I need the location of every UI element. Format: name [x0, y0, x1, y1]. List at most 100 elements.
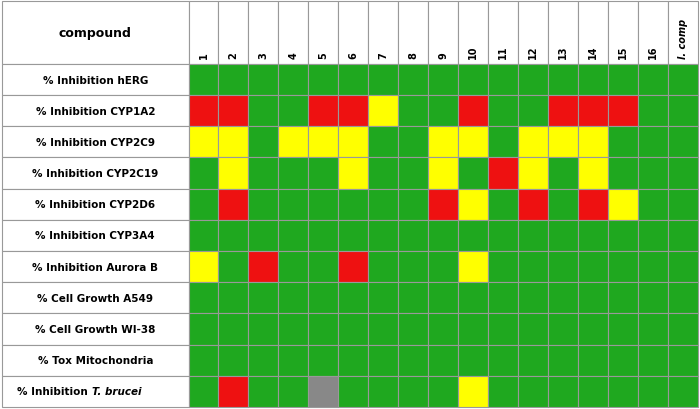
Bar	[309, 220, 338, 252]
Bar	[338, 65, 368, 96]
Bar	[188, 189, 218, 220]
Bar	[398, 252, 428, 283]
Text: % Tox Mitochondria: % Tox Mitochondria	[38, 355, 153, 365]
Bar	[458, 158, 488, 189]
Bar	[518, 283, 548, 314]
Bar	[248, 252, 279, 283]
Bar	[638, 376, 668, 407]
Text: compound: compound	[59, 27, 132, 40]
Bar	[488, 127, 518, 158]
Text: 9: 9	[438, 52, 448, 58]
Text: 5: 5	[318, 52, 328, 58]
Text: % Inhibition CYP2D6: % Inhibition CYP2D6	[35, 200, 155, 210]
Bar	[309, 96, 338, 127]
Bar	[518, 2, 548, 65]
Bar	[188, 96, 218, 127]
Bar	[638, 314, 668, 345]
Bar	[548, 283, 578, 314]
Text: % Inhibition CYP1A2: % Inhibition CYP1A2	[36, 106, 155, 117]
Bar	[309, 2, 338, 65]
Text: 2: 2	[228, 52, 239, 58]
Bar	[518, 127, 548, 158]
Bar	[338, 345, 368, 376]
Bar	[668, 376, 698, 407]
Text: % Inhibition CYP2C9: % Inhibition CYP2C9	[36, 137, 155, 148]
Bar	[188, 283, 218, 314]
Bar	[218, 65, 248, 96]
Bar	[668, 65, 698, 96]
Bar	[218, 314, 248, 345]
Bar	[338, 127, 368, 158]
Text: 6: 6	[349, 52, 358, 58]
Bar	[458, 127, 488, 158]
Bar	[338, 96, 368, 127]
Bar	[428, 127, 458, 158]
Bar	[428, 252, 458, 283]
Text: 3: 3	[258, 52, 269, 58]
Bar	[368, 252, 398, 283]
Bar	[398, 189, 428, 220]
Bar	[608, 127, 638, 158]
Bar	[578, 189, 608, 220]
Bar	[279, 65, 309, 96]
Bar	[578, 158, 608, 189]
Bar	[309, 376, 338, 407]
Bar	[248, 376, 279, 407]
Bar	[668, 220, 698, 252]
Bar	[398, 283, 428, 314]
Bar	[668, 345, 698, 376]
Bar	[488, 345, 518, 376]
Bar	[548, 376, 578, 407]
Bar	[518, 252, 548, 283]
Bar	[548, 2, 578, 65]
Bar	[668, 158, 698, 189]
Bar	[279, 96, 309, 127]
Bar	[248, 283, 279, 314]
Bar	[638, 158, 668, 189]
Bar	[428, 376, 458, 407]
Bar	[368, 189, 398, 220]
Bar	[548, 65, 578, 96]
Bar	[279, 220, 309, 252]
Bar	[398, 314, 428, 345]
Bar	[608, 158, 638, 189]
Bar	[188, 127, 218, 158]
Bar	[188, 252, 218, 283]
Bar	[248, 158, 279, 189]
Bar	[398, 220, 428, 252]
Bar	[368, 96, 398, 127]
Text: 12: 12	[528, 45, 538, 58]
Bar	[428, 220, 458, 252]
Bar	[488, 314, 518, 345]
Bar	[309, 283, 338, 314]
Bar	[279, 127, 309, 158]
Bar	[368, 2, 398, 65]
Text: 10: 10	[468, 45, 478, 58]
Bar	[218, 158, 248, 189]
Bar	[218, 127, 248, 158]
Bar	[2, 220, 188, 252]
Bar	[458, 345, 488, 376]
Bar	[2, 283, 188, 314]
Bar	[518, 345, 548, 376]
Bar	[279, 252, 309, 283]
Bar	[368, 65, 398, 96]
Text: % Inhibition: % Inhibition	[18, 387, 92, 396]
Bar	[548, 345, 578, 376]
Text: 7: 7	[378, 52, 388, 58]
Bar	[458, 189, 488, 220]
Bar	[248, 220, 279, 252]
Bar	[668, 314, 698, 345]
Bar	[338, 2, 368, 65]
Bar	[218, 252, 248, 283]
Bar	[279, 2, 309, 65]
Bar	[428, 283, 458, 314]
Bar	[309, 314, 338, 345]
Text: % Cell Growth WI-38: % Cell Growth WI-38	[35, 324, 155, 334]
Bar	[2, 376, 188, 407]
Bar	[488, 96, 518, 127]
Bar	[2, 189, 188, 220]
Bar	[338, 376, 368, 407]
Bar	[458, 283, 488, 314]
Bar	[488, 158, 518, 189]
